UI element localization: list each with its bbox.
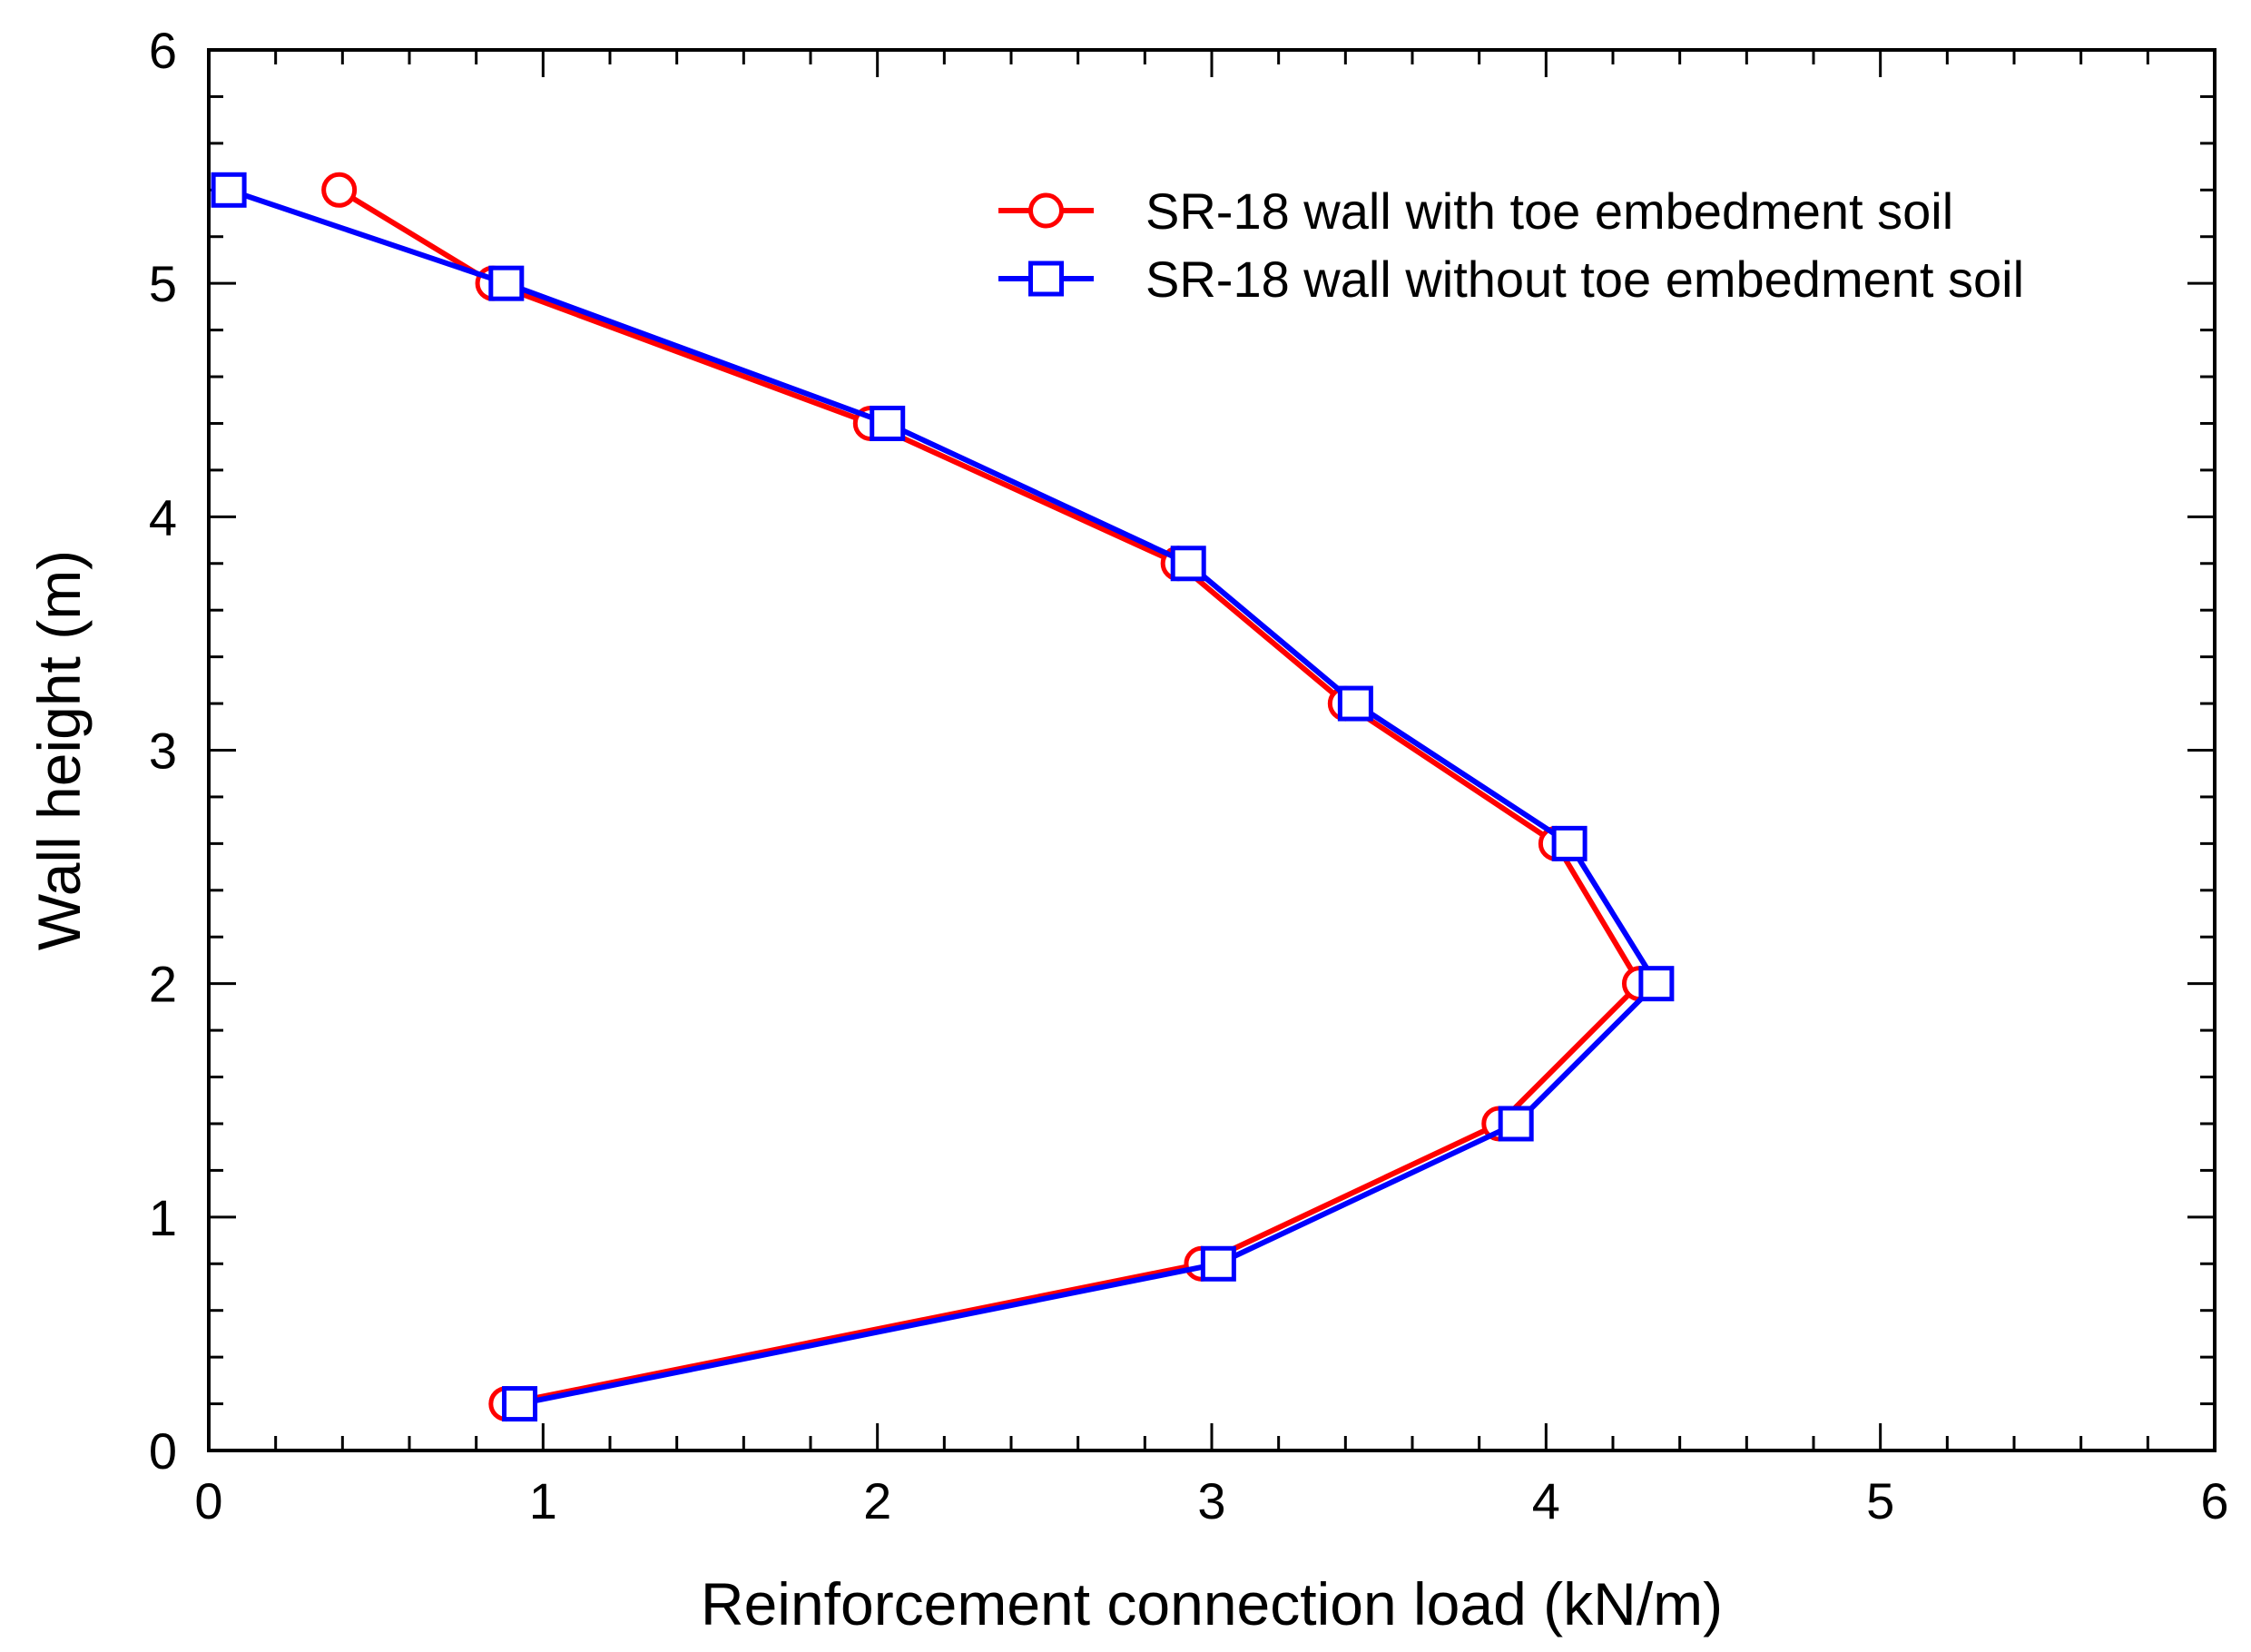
series-line [338, 187, 1643, 1407]
data-point [1200, 1245, 1236, 1282]
x-tick-label: 1 [529, 1472, 557, 1529]
y-tick-label: 5 [149, 255, 177, 312]
y-tick-label: 1 [149, 1189, 177, 1246]
x-tick-label: 2 [863, 1472, 891, 1529]
plot-layer: 0 1 2 3 4 5 6 0 1 2 3 4 5 6 [149, 22, 2229, 1529]
y-axis-title: Wall height (m) [25, 550, 93, 950]
data-point [211, 172, 247, 208]
data-point [1551, 825, 1587, 861]
legend-label-without-toe: SR-18 wall without toe embedment soil [1145, 251, 2024, 308]
y-tick-label: 2 [149, 956, 177, 1013]
x-tick-label: 4 [1532, 1472, 1560, 1529]
data-point [502, 1386, 538, 1422]
y-tick-label: 3 [149, 723, 177, 780]
legend-circle-marker [1028, 192, 1064, 229]
legend-marker [1028, 261, 1064, 297]
data-point [488, 265, 525, 301]
data-point [1638, 966, 1675, 1002]
x-tick-label: 3 [1197, 1472, 1225, 1529]
x-axis-title: Reinforcement connection load (kN/m) [701, 1570, 1723, 1637]
series-without-toe [211, 172, 1675, 1422]
x-tick-label: 5 [1866, 1472, 1894, 1529]
data-point [321, 172, 358, 208]
data-point [1170, 546, 1206, 582]
y-tick-label: 4 [149, 488, 177, 546]
legend: SR-18 wall with toe embedment soil SR-18… [998, 182, 2024, 308]
data-point [1337, 685, 1373, 722]
legend-square-marker [1028, 261, 1064, 297]
y-tick-label: 0 [149, 1422, 177, 1480]
series-line [228, 187, 1659, 1407]
series-with-toe [321, 172, 1657, 1422]
data-point [1498, 1106, 1534, 1142]
legend-label-with-toe: SR-18 wall with toe embedment soil [1145, 182, 1953, 240]
y-tick-label: 6 [149, 22, 177, 79]
data-point [870, 405, 906, 441]
legend-marker [1028, 192, 1064, 229]
x-tick-label: 6 [2200, 1472, 2228, 1529]
x-tick-label: 0 [194, 1472, 222, 1529]
